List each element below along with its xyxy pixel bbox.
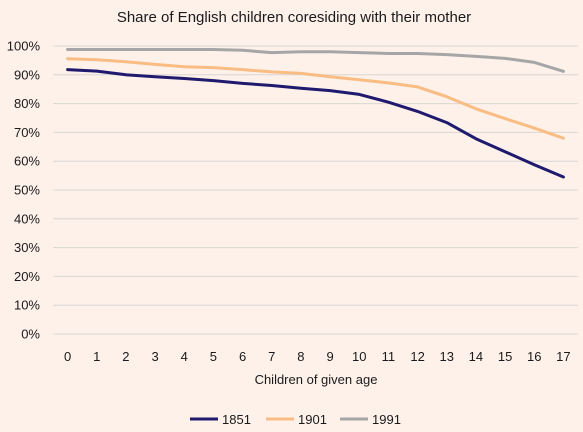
chart-title: Share of English children coresiding wit… xyxy=(117,9,471,26)
x-tick-label: 6 xyxy=(239,349,246,364)
x-axis-label: Children of given age xyxy=(255,372,378,387)
x-tick-label: 10 xyxy=(352,349,366,364)
y-tick-label: 50% xyxy=(14,183,40,198)
y-tick-label: 70% xyxy=(14,125,40,140)
y-axis-ticks: 0% 10% 20% 30% 40% 50% 60% 70% 80% 90% 100% xyxy=(7,39,41,342)
x-tick-label: 17 xyxy=(556,349,570,364)
x-axis-ticks: 0 1 2 3 4 5 6 7 8 9 10 11 12 13 14 15 16 17 xyxy=(64,349,571,364)
y-tick-label: 20% xyxy=(14,269,40,284)
legend: 1851 1901 1991 xyxy=(190,412,401,427)
series-line-1901 xyxy=(66,57,565,140)
series-line-1991 xyxy=(66,48,565,73)
x-tick-label: 7 xyxy=(268,349,275,364)
series-line-1851 xyxy=(66,68,565,179)
x-tick-label: 1 xyxy=(93,349,100,364)
x-tick-label: 15 xyxy=(498,349,512,364)
x-tick-label: 5 xyxy=(210,349,217,364)
legend-label-1851: 1851 xyxy=(222,412,251,427)
y-tick-label: 100% xyxy=(7,39,41,54)
x-tick-label: 4 xyxy=(181,349,188,364)
y-tick-label: 0% xyxy=(21,327,40,342)
y-tick-label: 40% xyxy=(14,211,40,226)
x-tick-label: 0 xyxy=(64,349,71,364)
x-tick-label: 2 xyxy=(122,349,129,364)
legend-label-1901: 1901 xyxy=(298,412,327,427)
y-tick-label: 60% xyxy=(14,154,40,169)
legend-label-1991: 1991 xyxy=(372,412,401,427)
x-tick-label: 9 xyxy=(326,349,333,364)
gridlines xyxy=(53,45,578,335)
y-tick-label: 30% xyxy=(14,240,40,255)
x-tick-label: 11 xyxy=(382,349,396,364)
series-lines xyxy=(66,48,565,179)
y-tick-label: 90% xyxy=(14,67,40,82)
x-tick-label: 12 xyxy=(410,349,424,364)
y-tick-label: 10% xyxy=(14,298,40,313)
y-tick-label: 80% xyxy=(14,96,40,111)
x-tick-label: 14 xyxy=(469,349,483,364)
x-tick-label: 16 xyxy=(527,349,541,364)
x-tick-label: 3 xyxy=(151,349,158,364)
x-tick-label: 13 xyxy=(440,349,454,364)
x-tick-label: 8 xyxy=(297,349,304,364)
